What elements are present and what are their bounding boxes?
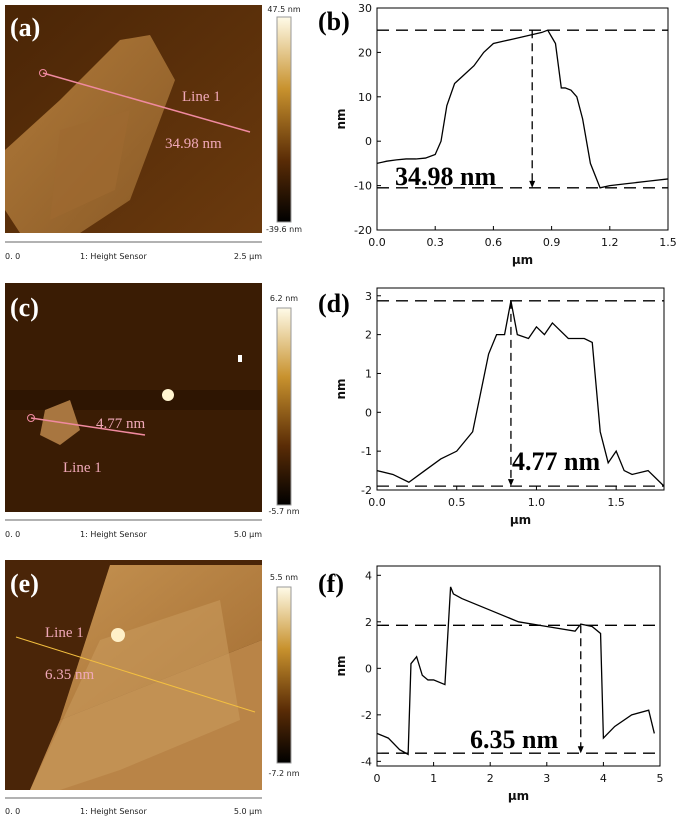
plot-frame xyxy=(376,7,669,231)
y-tick-label: 0 xyxy=(365,406,372,419)
x-axis-label: μm xyxy=(508,789,529,803)
y-tick-label: 2 xyxy=(365,329,372,342)
measurement: 6.35 nm xyxy=(45,667,95,683)
x-axis-label: μm xyxy=(512,253,533,267)
y-tick-label: 10 xyxy=(358,91,372,104)
x-tick-label: 0 xyxy=(374,772,381,785)
y-tick-label: -1 xyxy=(361,445,372,458)
y-tick-label: 20 xyxy=(358,46,372,59)
panel-label: (e) xyxy=(10,569,39,598)
axis-start: 0. 0 xyxy=(5,807,20,816)
afm-image-e xyxy=(5,560,292,799)
arrow-head xyxy=(507,479,514,487)
x-tick-label: 0.9 xyxy=(543,236,561,249)
x-tick-label: 3 xyxy=(543,772,550,785)
x-tick-label: 1.2 xyxy=(601,236,619,249)
axis-end: 5.0 μm xyxy=(234,807,262,816)
line-label: Line 1 xyxy=(182,89,221,105)
y-tick-label: -2 xyxy=(361,484,372,497)
y-tick-label: 30 xyxy=(358,2,372,15)
scale-max: 5.5 nm xyxy=(270,573,298,582)
y-tick-label: -4 xyxy=(361,755,372,768)
y-tick-label: 0 xyxy=(365,135,372,148)
y-tick-label: 2 xyxy=(365,616,372,629)
profile-line xyxy=(376,29,669,189)
profile-line xyxy=(376,300,665,487)
panel-label: (d) xyxy=(318,289,350,318)
y-axis-label: nm xyxy=(334,655,348,676)
y-tick-label: -2 xyxy=(361,709,372,722)
axis-start: 0. 0 xyxy=(5,530,20,539)
x-tick-label: 1.5 xyxy=(659,236,676,249)
line-label: Line 1 xyxy=(45,625,84,641)
axis-title: 1: Height Sensor xyxy=(80,252,147,261)
panel-label: (b) xyxy=(318,7,350,36)
plot-frame xyxy=(376,287,665,491)
scale-min: -7.2 nm xyxy=(268,769,299,778)
panel-label: (f) xyxy=(318,569,344,598)
line-label: Line 1 xyxy=(63,460,102,476)
afm-image-c xyxy=(5,283,292,521)
y-axis-label: nm xyxy=(334,108,348,129)
arrow-head xyxy=(577,746,584,754)
axis-start: 0. 0 xyxy=(5,252,20,261)
y-tick-label: 3 xyxy=(365,290,372,303)
axis-end: 2.5 μm xyxy=(234,252,262,261)
panel-label: (a) xyxy=(10,13,40,42)
plot-frame xyxy=(376,565,661,767)
measurement: 4.77 nm xyxy=(96,416,146,432)
x-tick-label: 0.5 xyxy=(448,496,466,509)
annotation: 4.77 nm xyxy=(512,447,600,476)
axis-title: 1: Height Sensor xyxy=(80,807,147,816)
y-tick-label: -10 xyxy=(354,180,372,193)
x-axis-label: μm xyxy=(510,513,531,527)
annotation: 34.98 nm xyxy=(395,162,496,191)
scale-max: 6.2 nm xyxy=(270,294,298,303)
y-axis-label: nm xyxy=(334,378,348,399)
x-tick-label: 2 xyxy=(487,772,494,785)
x-tick-label: 0.0 xyxy=(368,496,386,509)
x-tick-label: 4 xyxy=(600,772,607,785)
profile-line xyxy=(376,586,655,756)
y-tick-label: 1 xyxy=(365,367,372,380)
x-tick-label: 0.0 xyxy=(368,236,386,249)
x-tick-label: 5 xyxy=(657,772,664,785)
scale-max: 47.5 nm xyxy=(267,5,300,14)
y-tick-label: 0 xyxy=(365,662,372,675)
x-tick-label: 1.0 xyxy=(528,496,546,509)
annotation: 6.35 nm xyxy=(470,725,558,754)
x-tick-label: 1.5 xyxy=(607,496,625,509)
y-tick-label: -20 xyxy=(354,224,372,237)
arrow-head xyxy=(529,180,536,188)
scale-min: -39.6 nm xyxy=(266,225,302,234)
x-tick-label: 0.6 xyxy=(485,236,503,249)
afm-image-a xyxy=(5,5,292,243)
axis-end: 5.0 μm xyxy=(234,530,262,539)
x-tick-label: 0.3 xyxy=(426,236,444,249)
panel-label: (c) xyxy=(10,293,39,322)
measurement: 34.98 nm xyxy=(165,136,222,152)
y-tick-label: 4 xyxy=(365,569,372,582)
axis-title: 1: Height Sensor xyxy=(80,530,147,539)
scale-min: -5.7 nm xyxy=(268,507,299,516)
x-tick-label: 1 xyxy=(430,772,437,785)
